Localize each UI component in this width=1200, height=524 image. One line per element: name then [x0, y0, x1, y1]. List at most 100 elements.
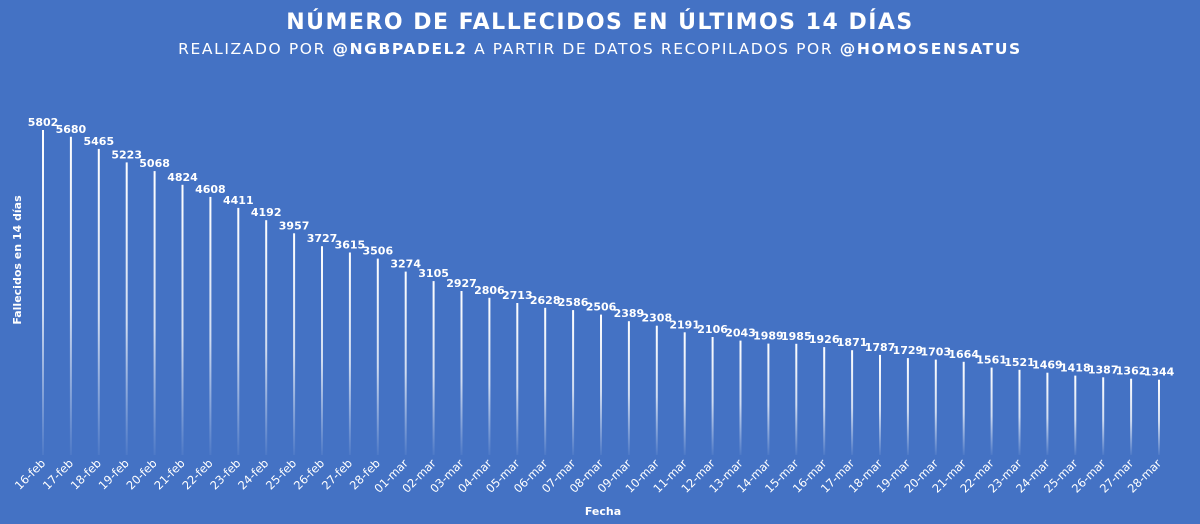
bar-value-label: 2191	[669, 318, 700, 331]
x-tick-label: 27-feb	[319, 456, 355, 492]
bar	[97, 148, 100, 455]
bar-value-label: 4192	[251, 206, 282, 219]
bar-value-label: 5680	[56, 123, 87, 136]
bar-value-label: 2043	[725, 327, 756, 340]
bar-labels-group: 5802568054655223506848244608441141923957…	[28, 116, 1175, 379]
bar	[1158, 379, 1160, 455]
x-tick-label: 23-feb	[207, 456, 243, 492]
bar-value-label: 1985	[781, 330, 812, 343]
bar-value-label: 1729	[893, 344, 924, 357]
bar-value-label: 2927	[446, 277, 477, 290]
x-tick-label: 25-feb	[263, 456, 299, 492]
bar-value-label: 2506	[586, 301, 617, 314]
bar-value-label: 4608	[195, 183, 226, 196]
y-axis-title: Fallecidos en 14 días	[11, 195, 24, 325]
bar	[153, 171, 156, 455]
bar-value-label: 1418	[1060, 362, 1091, 375]
bar	[795, 343, 798, 455]
bar	[934, 359, 937, 455]
bar-value-label: 1664	[948, 348, 979, 361]
bar-value-label: 2586	[558, 296, 589, 309]
bar-value-label: 1926	[809, 333, 840, 346]
chart-title: NÚMERO DE FALLECIDOS EN ÚLTIMOS 14 DÍAS	[286, 10, 914, 35]
bar-value-label: 1787	[865, 341, 896, 354]
bar-value-label: 5223	[111, 148, 142, 161]
bar-value-label: 3727	[307, 232, 338, 245]
x-tick-label: 18-feb	[68, 456, 104, 492]
bar	[488, 297, 491, 455]
bar-value-label: 5802	[28, 116, 59, 129]
bar-value-label: 1989	[753, 330, 784, 343]
bar-value-label: 1387	[1088, 363, 1119, 376]
bar-value-label: 2628	[530, 294, 561, 307]
bar	[1102, 377, 1105, 455]
bar-value-label: 3105	[418, 267, 449, 280]
bar-value-label: 1521	[1004, 356, 1035, 369]
bar	[42, 130, 44, 455]
bar-value-label: 4411	[223, 194, 254, 207]
chart-subtitle: REALIZADO POR @NGBPADEL2 A PARTIR DE DAT…	[0, 40, 1200, 58]
bar	[348, 252, 351, 455]
bar	[432, 281, 435, 455]
bar	[1130, 378, 1133, 455]
x-tick-label: 16-feb	[12, 456, 48, 492]
bar-value-label: 2713	[502, 289, 533, 302]
bar-value-label: 1703	[920, 346, 951, 359]
bar	[906, 358, 909, 455]
bar-value-label: 1344	[1144, 366, 1175, 379]
bar	[544, 307, 547, 455]
x-tick-label: 21-feb	[151, 456, 187, 492]
x-tick-label: 20-feb	[124, 456, 160, 492]
bar	[516, 303, 519, 455]
x-tick-label: 19-feb	[96, 456, 132, 492]
bar	[265, 220, 268, 455]
bar-value-label: 1469	[1032, 359, 1063, 372]
bar	[990, 367, 993, 455]
bar	[1018, 369, 1021, 455]
subtitle-prefix: REALIZADO POR	[178, 40, 333, 58]
bar	[767, 343, 770, 455]
x-axis-title: Fecha	[585, 505, 621, 518]
bar-value-label: 5068	[139, 157, 170, 170]
bar	[627, 321, 630, 455]
bar	[1046, 372, 1049, 455]
subtitle-source: @HOMOSENSATUS	[839, 40, 1022, 58]
bar	[683, 332, 686, 455]
bar	[376, 258, 379, 455]
bar-value-label: 2106	[697, 323, 728, 336]
bar-value-label: 1561	[976, 354, 1007, 367]
bar-value-label: 1871	[837, 336, 868, 349]
bar-value-label: 2308	[641, 312, 672, 325]
bar-value-label: 2389	[614, 307, 645, 320]
subtitle-middle: A PARTIR DE DATOS RECOPILADOS POR	[467, 40, 840, 58]
bar	[600, 314, 602, 455]
x-tick-label: 17-feb	[40, 456, 76, 492]
bar-value-label: 1362	[1116, 365, 1147, 378]
bar	[209, 196, 212, 455]
bar	[823, 347, 826, 455]
bar	[293, 233, 296, 455]
bar-value-label: 3957	[279, 219, 310, 232]
bar	[655, 325, 658, 455]
bar	[962, 361, 965, 455]
bar-value-label: 3274	[390, 258, 421, 271]
x-tick-label: 22-feb	[179, 456, 215, 492]
bar-value-label: 3506	[362, 245, 393, 258]
bar	[181, 184, 184, 456]
x-tick-label: 26-feb	[291, 456, 327, 492]
bar	[1074, 375, 1077, 455]
x-tick-label: 24-feb	[235, 456, 271, 492]
bar	[572, 310, 575, 455]
bar	[69, 136, 72, 456]
bar	[851, 350, 854, 455]
bar-value-label: 3615	[335, 239, 366, 252]
bar	[879, 354, 881, 455]
bar	[125, 162, 128, 455]
bar	[460, 291, 463, 455]
bar-value-label: 2806	[474, 284, 505, 297]
bar	[739, 340, 742, 455]
bar-value-label: 4824	[167, 171, 198, 184]
bar	[237, 207, 240, 455]
subtitle-author: @NGBPADEL2	[332, 40, 468, 58]
